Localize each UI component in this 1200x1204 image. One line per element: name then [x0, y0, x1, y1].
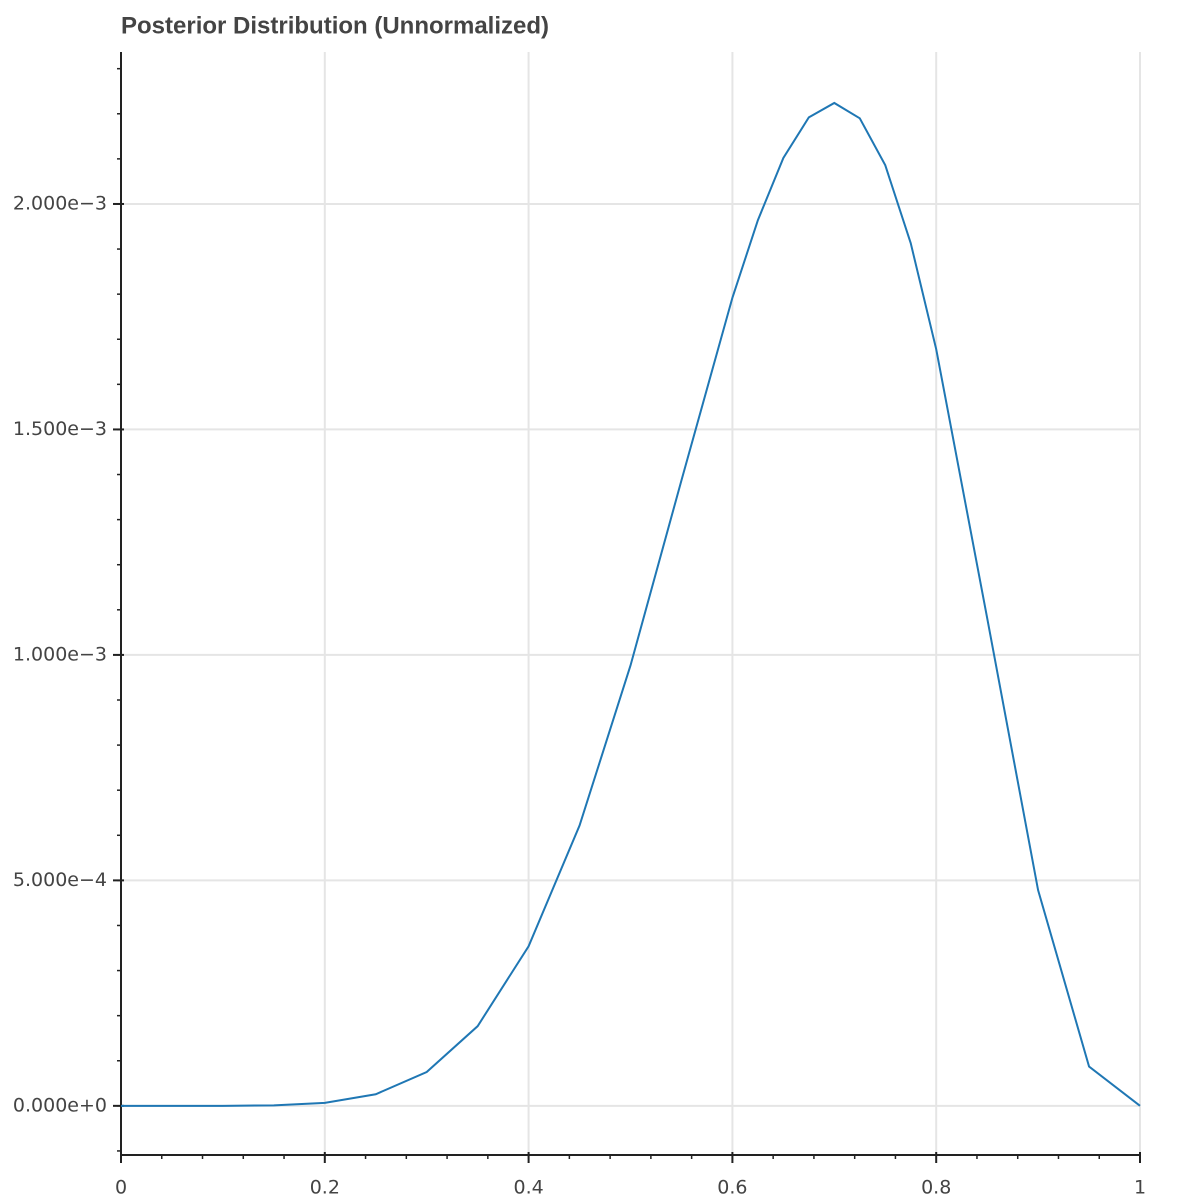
- y-tick-label: 5.000e−4: [13, 869, 107, 891]
- y-tick-label: 0.000e+0: [13, 1094, 107, 1116]
- x-tick-label: 0.6: [717, 1177, 747, 1199]
- x-tick-label: 0.4: [513, 1177, 543, 1199]
- x-tick-label: 0.8: [921, 1177, 951, 1199]
- x-tick-label: 0: [115, 1177, 127, 1199]
- x-tick-label: 0.2: [310, 1177, 340, 1199]
- y-tick-label: 1.500e−3: [13, 418, 107, 440]
- chart-title: Posterior Distribution (Unnormalized): [121, 12, 549, 39]
- line: [121, 101, 1141, 1107]
- x-tick-label: 1: [1134, 1177, 1146, 1199]
- y-tick-label: 2.000e−3: [13, 192, 107, 214]
- y-tick-label: 1.000e−3: [13, 643, 107, 665]
